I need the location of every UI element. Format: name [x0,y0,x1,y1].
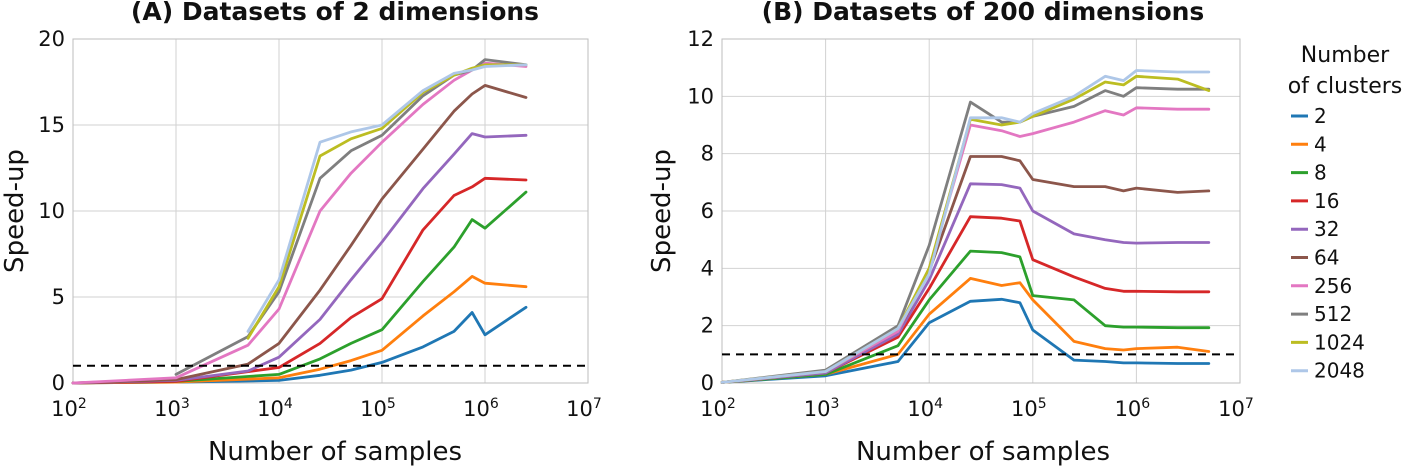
legend-label: 64 [1314,246,1339,270]
legend-label: 32 [1314,217,1339,241]
series-line-2048 [720,69,1211,384]
x-tick-label: 104 [907,396,943,421]
y-tick-label: 4 [701,256,714,280]
legend-items: 2 4 8 16 32 64 256 512 1024 2048 [1291,104,1365,383]
legend-label: 1024 [1314,330,1365,354]
x-tick-label: 105 [360,396,396,421]
legend-label: 2 [1314,104,1327,128]
x-tick-label: 105 [1011,396,1047,421]
series-line-4 [71,275,528,385]
series-lines [720,69,1211,384]
x-tick-label: 106 [1115,396,1151,421]
x-axis-label: Number of samples [208,437,462,467]
x-tick-label: 102 [51,396,87,421]
tick-labels: 0 2 4 6 8 10 12 102 103 104 105 106 107 [687,27,1254,421]
legend-title-line-2: of clusters [1288,74,1402,99]
legend-label: 16 [1314,189,1339,213]
y-tick-label: 15 [38,113,65,137]
series-line-1024 [246,63,528,340]
y-tick-label: 10 [687,84,714,108]
series-line-64 [71,84,528,385]
legend-label: 512 [1314,302,1352,326]
series-line-8 [720,249,1211,384]
series-line-8 [71,190,528,385]
legend-label: 4 [1314,132,1327,156]
series-line-32 [720,182,1211,384]
x-tick-label: 104 [257,396,293,421]
series-line-2 [71,305,528,385]
x-axis-label: Number of samples [856,437,1110,467]
series-line-256 [720,106,1211,384]
x-tick-label: 107 [566,396,602,421]
y-tick-label: 5 [52,285,65,309]
chart-panel-a: (A) Datasets of 2 dimensions Speed-up Nu… [0,0,602,467]
x-tick-label: 103 [804,396,840,421]
plot-frame [72,38,589,384]
y-axis-label: Speed-up [647,149,677,273]
x-tick-label: 106 [463,396,499,421]
gridlines [72,38,589,384]
x-tick-label: 103 [154,396,190,421]
legend-label: 8 [1314,161,1327,185]
legend: Number of clusters 2 4 8 16 32 64 256 512 1024 20… [1288,43,1402,383]
y-tick-label: 20 [38,27,65,51]
series-line-4 [720,277,1211,384]
series-line-512 [174,58,528,376]
series-line-16 [720,215,1211,384]
plot-frame [721,38,1241,384]
chart-title: (B) Datasets of 200 dimensions [762,0,1205,26]
series-line-2048 [246,63,528,333]
legend-label: 2048 [1314,359,1365,383]
legend-label: 256 [1314,274,1352,298]
x-tick-label: 107 [1218,396,1254,421]
series-line-2 [720,297,1211,384]
chart-panel-b: (B) Datasets of 200 dimensions Speed-up … [647,0,1254,467]
tick-labels: 0 5 10 15 20 102 103 104 105 106 107 [38,27,602,421]
gridlines [721,38,1241,384]
x-tick-label: 102 [700,396,736,421]
y-tick-label: 8 [701,142,714,166]
series-line-32 [71,132,528,385]
legend-title-line-1: Number [1301,43,1390,68]
y-tick-label: 0 [52,371,65,395]
series-lines [71,58,528,385]
y-tick-label: 12 [687,27,714,51]
y-tick-label: 2 [701,314,714,338]
y-tick-label: 6 [701,199,714,223]
y-tick-label: 10 [38,199,65,223]
y-axis-label: Speed-up [0,149,30,273]
chart-title: (A) Datasets of 2 dimensions [131,0,539,26]
y-tick-label: 0 [701,371,714,395]
